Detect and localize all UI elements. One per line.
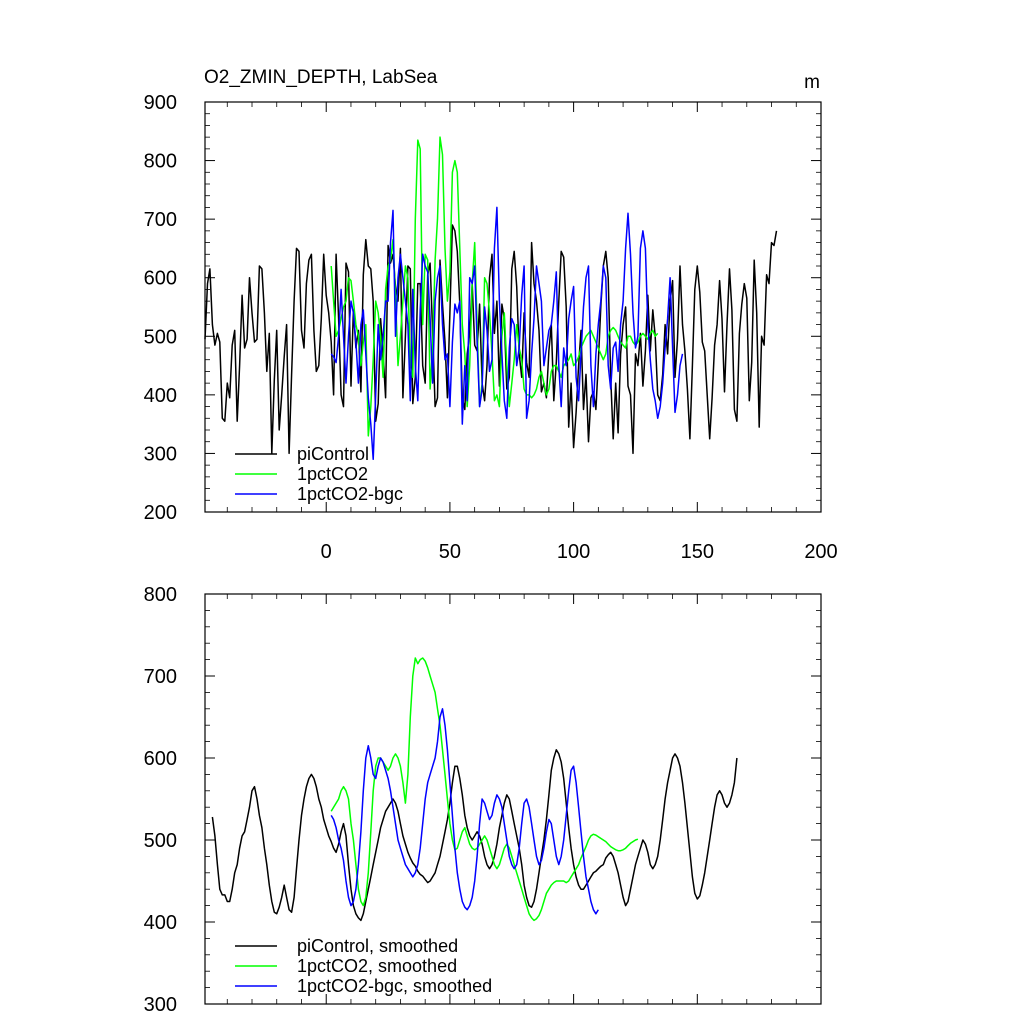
legend-label: 1pctCO2-bgc	[297, 484, 403, 504]
plot-frame	[204, 593, 822, 1005]
y-tick-label: 500	[144, 830, 177, 852]
chart-title: O2_ZMIN_DEPTH, LabSea	[204, 67, 438, 88]
series-line-0	[204, 224, 778, 455]
y-tick-label: 300	[144, 994, 177, 1016]
y-tick-label: 600	[144, 268, 177, 290]
series-line-0	[211, 749, 738, 922]
series-line-2	[330, 708, 599, 915]
y-tick-label: 400	[144, 912, 177, 934]
legend-label: 1pctCO2	[297, 464, 368, 484]
x-tick-label: 0	[321, 541, 332, 563]
series-line-1	[330, 657, 639, 922]
series-line-2	[330, 206, 684, 461]
x-tick-label: 200	[804, 541, 837, 563]
legend-label: piControl	[297, 444, 369, 464]
y-tick-label: 800	[144, 584, 177, 606]
y-tick-label: 400	[144, 385, 177, 407]
series-group-top	[204, 136, 778, 461]
y-tick-label: 700	[144, 666, 177, 688]
units-label: m	[804, 72, 820, 93]
y-tick-label: 600	[144, 748, 177, 770]
y-tick-label: 300	[144, 443, 177, 465]
y-tick-label: 500	[144, 326, 177, 348]
legend-label: 1pctCO2-bgc, smoothed	[297, 976, 492, 996]
y-tick-label: 200	[144, 502, 177, 524]
series-group-bottom	[211, 657, 738, 922]
axes-bottom: 300 400 500 600 700 800	[144, 584, 822, 1016]
legend-label: 1pctCO2, smoothed	[297, 956, 457, 976]
y-tick-label: 800	[144, 151, 177, 173]
plot-frame	[204, 101, 822, 513]
y-tick-label: 700	[144, 209, 177, 231]
y-tick-label: 900	[144, 92, 177, 114]
series-line-1	[330, 136, 659, 437]
x-tick-label: 100	[557, 541, 590, 563]
x-tick-label: 150	[681, 541, 714, 563]
legend-label: piControl, smoothed	[297, 936, 458, 956]
x-tick-label: 50	[439, 541, 461, 563]
axes-top: 200 300 400 500 600 700 800 900 0 50 100 150 200	[144, 92, 838, 563]
top-panel: O2_ZMIN_DEPTH, LabSea m 2003004005006007…	[144, 67, 838, 563]
